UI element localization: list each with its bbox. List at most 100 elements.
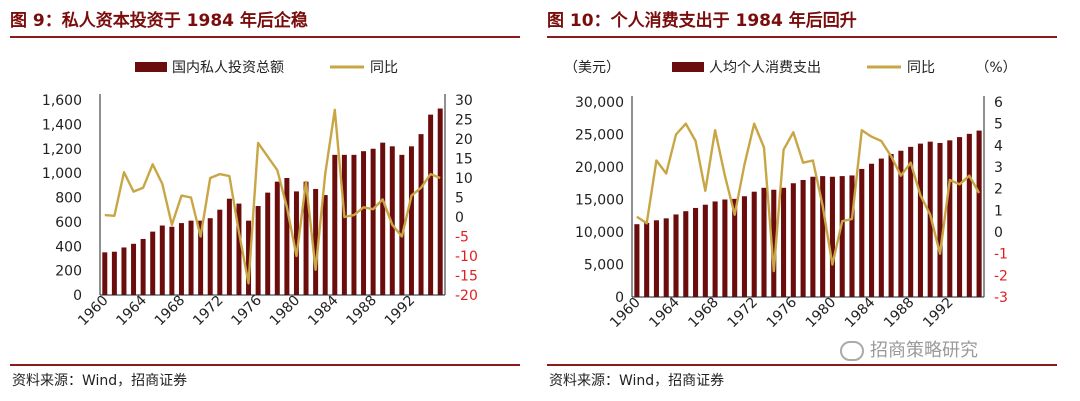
legend-line-label: 同比 — [370, 60, 398, 76]
left-axis-unit: （美元） — [564, 60, 620, 76]
left-tick-label: 0 — [73, 288, 82, 304]
right-tick-label: 30 — [455, 93, 473, 109]
legend-line-label: 同比 — [907, 60, 935, 76]
x-tick-label: 1988 — [881, 295, 918, 332]
yoy-line — [636, 122, 981, 273]
bar — [810, 176, 816, 297]
bar — [634, 224, 640, 297]
left-tick-label: 600 — [55, 215, 82, 231]
source-note: 资料来源：Wind，招商证券 — [12, 373, 188, 389]
left-tick-label: 1,200 — [42, 142, 82, 158]
left-tick-label: 5,000 — [584, 258, 624, 274]
bar — [761, 187, 767, 297]
right-tick-label: -3 — [994, 290, 1008, 306]
x-tick-label: 1972 — [190, 293, 227, 330]
right-tick-label: -20 — [455, 288, 478, 304]
bar — [341, 154, 347, 295]
x-tick-label: 1988 — [343, 293, 380, 330]
bar — [121, 247, 127, 295]
legend-bar-swatch — [672, 62, 704, 72]
bar — [428, 114, 434, 295]
right-axis-unit: （%） — [975, 60, 1016, 76]
bar — [207, 218, 213, 295]
right-tick-label: 1 — [994, 203, 1003, 219]
footer-rule — [547, 364, 1057, 366]
bar — [722, 199, 728, 297]
bar — [693, 207, 699, 297]
bar — [159, 225, 165, 295]
bar — [820, 176, 826, 297]
bar — [380, 142, 386, 295]
bar — [966, 133, 972, 297]
bar — [683, 211, 689, 297]
right-tick-label: 15 — [455, 152, 473, 168]
yoy-line — [104, 108, 441, 285]
x-tick-label: 1984 — [842, 294, 879, 331]
right-tick-label: -10 — [455, 249, 478, 265]
bar — [332, 154, 338, 295]
bar — [849, 175, 855, 297]
left-tick-label: 800 — [55, 191, 82, 207]
bar — [663, 218, 669, 297]
bar — [878, 158, 884, 297]
bar — [131, 243, 137, 295]
legend-bar-swatch — [135, 62, 167, 72]
bar — [829, 176, 835, 297]
left-tick-label: 1,600 — [42, 93, 82, 109]
wechat-icon — [840, 341, 864, 361]
bar — [322, 195, 328, 295]
bar — [702, 204, 708, 297]
right-tick-label: 20 — [455, 132, 473, 148]
left-tick-label: 20,000 — [575, 160, 624, 176]
source-note: 资料来源：Wind，招商证券 — [549, 373, 725, 389]
right-tick-label: 4 — [994, 138, 1003, 154]
title-rule — [10, 36, 520, 38]
bar — [908, 146, 914, 297]
left-tick-label: 25,000 — [575, 128, 624, 144]
bar — [399, 154, 405, 295]
bar — [976, 130, 982, 297]
x-tick-label: 1992 — [920, 295, 957, 332]
left-tick-label: 1,400 — [42, 117, 82, 133]
right-tick-label: 0 — [994, 225, 1003, 241]
bar — [790, 183, 796, 297]
bar — [293, 191, 299, 295]
right-tick-label: 25 — [455, 113, 473, 129]
right-tick-label: -2 — [994, 268, 1008, 284]
x-tick-label: 1992 — [382, 293, 419, 330]
bar — [198, 220, 204, 295]
bar — [246, 220, 252, 295]
bar — [389, 146, 395, 295]
watermark: 招商策略研究 — [840, 336, 978, 362]
right-tick-label: 5 — [994, 117, 1003, 133]
x-tick-label: 1964 — [113, 292, 150, 329]
bar — [859, 168, 865, 297]
bar — [741, 196, 747, 297]
figure-10-title: 图 10：个人消费支出于 1984 年后回升 — [547, 11, 857, 31]
right-tick-label: -1 — [994, 247, 1008, 263]
legend-bar-label: 人均个人消费支出 — [709, 60, 821, 76]
bar — [217, 209, 223, 295]
bar — [313, 188, 319, 295]
bar — [712, 201, 718, 297]
left-tick-label: 400 — [55, 239, 82, 255]
bar — [274, 181, 280, 295]
bar — [869, 163, 875, 297]
bar — [888, 154, 894, 297]
figure-9-panel: 图 9：私人资本投资于 1984 年后企稳 国内私人投资总额 同比 0 200 400 6… — [0, 0, 520, 401]
bar — [255, 206, 261, 295]
x-tick-label: 1980 — [267, 293, 304, 330]
bar — [732, 198, 738, 297]
bar — [226, 198, 232, 295]
bar — [957, 137, 963, 297]
bar — [351, 154, 357, 295]
bar — [265, 192, 271, 295]
x-tick-label: 1976 — [228, 292, 265, 329]
right-tick-label: 2 — [994, 182, 1003, 198]
left-tick-label: 30,000 — [575, 95, 624, 111]
left-tick-label: 10,000 — [575, 225, 624, 241]
bar — [236, 203, 242, 295]
bar — [408, 146, 414, 295]
bar — [140, 238, 146, 295]
x-tick-label: 1968 — [152, 293, 189, 330]
